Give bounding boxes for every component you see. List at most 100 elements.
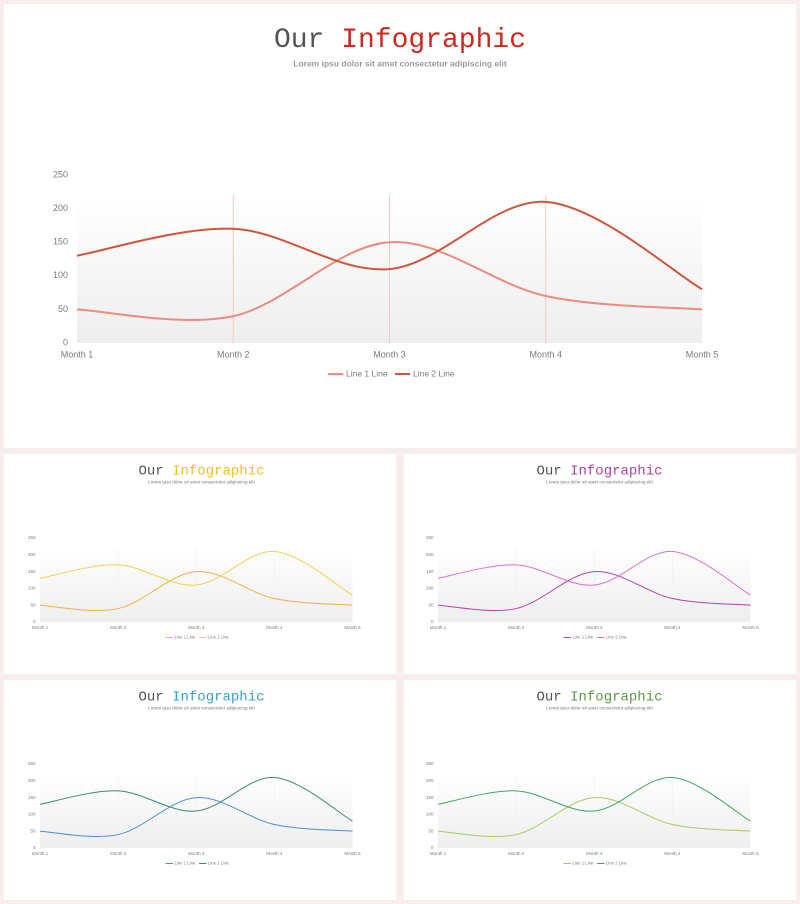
title-part: Infographic <box>172 689 264 705</box>
y-tick-label: 50 <box>58 304 68 314</box>
line <box>39 550 353 596</box>
y-tick-label: 200 <box>28 778 36 783</box>
y-tick-label: 100 <box>28 812 36 817</box>
x-tick-label: Month 4 <box>266 625 283 630</box>
legend-label: Line 2 Line <box>413 368 455 378</box>
x-tick-label: Month 3 <box>586 851 603 856</box>
y-tick-label: 100 <box>426 812 434 817</box>
x-tick-label: Month 1 <box>32 625 49 630</box>
y-tick-label: 200 <box>53 203 68 213</box>
title-part: Infographic <box>341 25 526 56</box>
legend-label: Line 2 Line <box>606 861 627 866</box>
line <box>39 797 353 837</box>
chart: Our Infographic Lorem ipsu dolor sit amet… <box>53 25 718 378</box>
y-tick-label: 50 <box>30 828 36 833</box>
subtitle: Lorem ipsu dolor sit amet consectetur ad… <box>546 480 653 485</box>
x-tick-label: Month 2 <box>508 851 525 856</box>
legend-label: Line 1 Line <box>573 635 594 640</box>
y-tick-label: 250 <box>28 535 36 540</box>
y-tick-label: 200 <box>28 552 36 557</box>
x-tick-label: Month 2 <box>508 625 525 630</box>
chart-title: Our Infographic <box>138 689 264 705</box>
legend-label: Line 2 Line <box>208 635 229 640</box>
line <box>437 797 751 837</box>
subtitle: Lorem ipsu dolor sit amet consectetur ad… <box>148 706 255 711</box>
title-part: Our <box>536 689 561 705</box>
chart-title: Our Infographic <box>138 463 264 479</box>
title-part: Our <box>138 463 163 479</box>
y-tick-label: 200 <box>426 552 434 557</box>
line <box>76 241 703 321</box>
y-tick-label: 250 <box>28 761 36 766</box>
y-tick-label: 100 <box>426 586 434 591</box>
line <box>437 571 751 611</box>
y-tick-label: 100 <box>53 270 68 280</box>
chart-title: Our Infographic <box>536 463 662 479</box>
line <box>437 550 751 596</box>
title-part: Our <box>138 689 163 705</box>
legend-label: Line 1 Line <box>175 861 196 866</box>
y-tick-label: 250 <box>53 169 68 179</box>
title-part: Our <box>536 463 561 479</box>
x-tick-label: Month 5 <box>686 349 719 359</box>
x-tick-label: Month 4 <box>664 625 681 630</box>
x-tick-label: Month 3 <box>188 625 205 630</box>
y-tick-label: 50 <box>428 828 434 833</box>
subtitle: Lorem ipsu dolor sit amet consectetur ad… <box>546 706 653 711</box>
legend-label: Line 1 Line <box>175 635 196 640</box>
chart-title: Our Infographic <box>274 25 526 56</box>
x-tick-label: Month 4 <box>266 851 283 856</box>
y-tick-label: 250 <box>426 535 434 540</box>
x-tick-label: Month 3 <box>188 851 205 856</box>
y-tick-label: 250 <box>426 761 434 766</box>
y-tick-label: 150 <box>28 795 36 800</box>
subtitle: Lorem ipsu dolor sit amet consectetur ad… <box>148 480 255 485</box>
line <box>39 776 353 822</box>
x-tick-label: Month 1 <box>32 851 49 856</box>
x-tick-label: Month 2 <box>110 625 127 630</box>
y-tick-label: 50 <box>428 602 434 607</box>
chart-title: Our Infographic <box>536 689 662 705</box>
title-part: Infographic <box>570 463 662 479</box>
x-tick-label: Month 4 <box>664 851 681 856</box>
y-tick-label: 50 <box>30 602 36 607</box>
x-tick-label: Month 2 <box>217 349 250 359</box>
legend-label: Line 2 Line <box>208 861 229 866</box>
y-tick-label: 150 <box>426 795 434 800</box>
title-part: Our <box>274 25 324 56</box>
y-tick-label: 200 <box>426 778 434 783</box>
legend-label: Line 1 Line <box>573 861 594 866</box>
line <box>39 571 353 611</box>
y-tick-label: 0 <box>63 337 68 347</box>
y-tick-label: 100 <box>28 586 36 591</box>
y-tick-label: 150 <box>426 569 434 574</box>
y-tick-label: 0 <box>431 619 434 624</box>
x-tick-label: Month 3 <box>586 625 603 630</box>
y-tick-label: 0 <box>33 619 36 624</box>
title-part: Infographic <box>172 463 264 479</box>
y-tick-label: 0 <box>33 845 36 850</box>
legend-label: Line 2 Line <box>606 635 627 640</box>
x-tick-label: Month 1 <box>61 349 94 359</box>
legend-label: Line 1 Line <box>346 368 388 378</box>
x-tick-label: Month 1 <box>430 851 447 856</box>
x-tick-label: Month 3 <box>373 349 406 359</box>
y-tick-label: 150 <box>53 237 68 247</box>
subtitle: Lorem ipsu dolor sit amet consectetur ad… <box>293 58 507 68</box>
x-tick-label: Month 1 <box>430 625 447 630</box>
line <box>76 200 703 291</box>
line <box>437 776 751 822</box>
x-tick-label: Month 2 <box>110 851 127 856</box>
title-part: Infographic <box>570 689 662 705</box>
x-tick-label: Month 5 <box>742 851 759 856</box>
y-tick-label: 0 <box>431 845 434 850</box>
x-tick-label: Month 5 <box>742 625 759 630</box>
x-tick-label: Month 5 <box>344 625 361 630</box>
x-tick-label: Month 4 <box>529 349 562 359</box>
x-tick-label: Month 5 <box>344 851 361 856</box>
